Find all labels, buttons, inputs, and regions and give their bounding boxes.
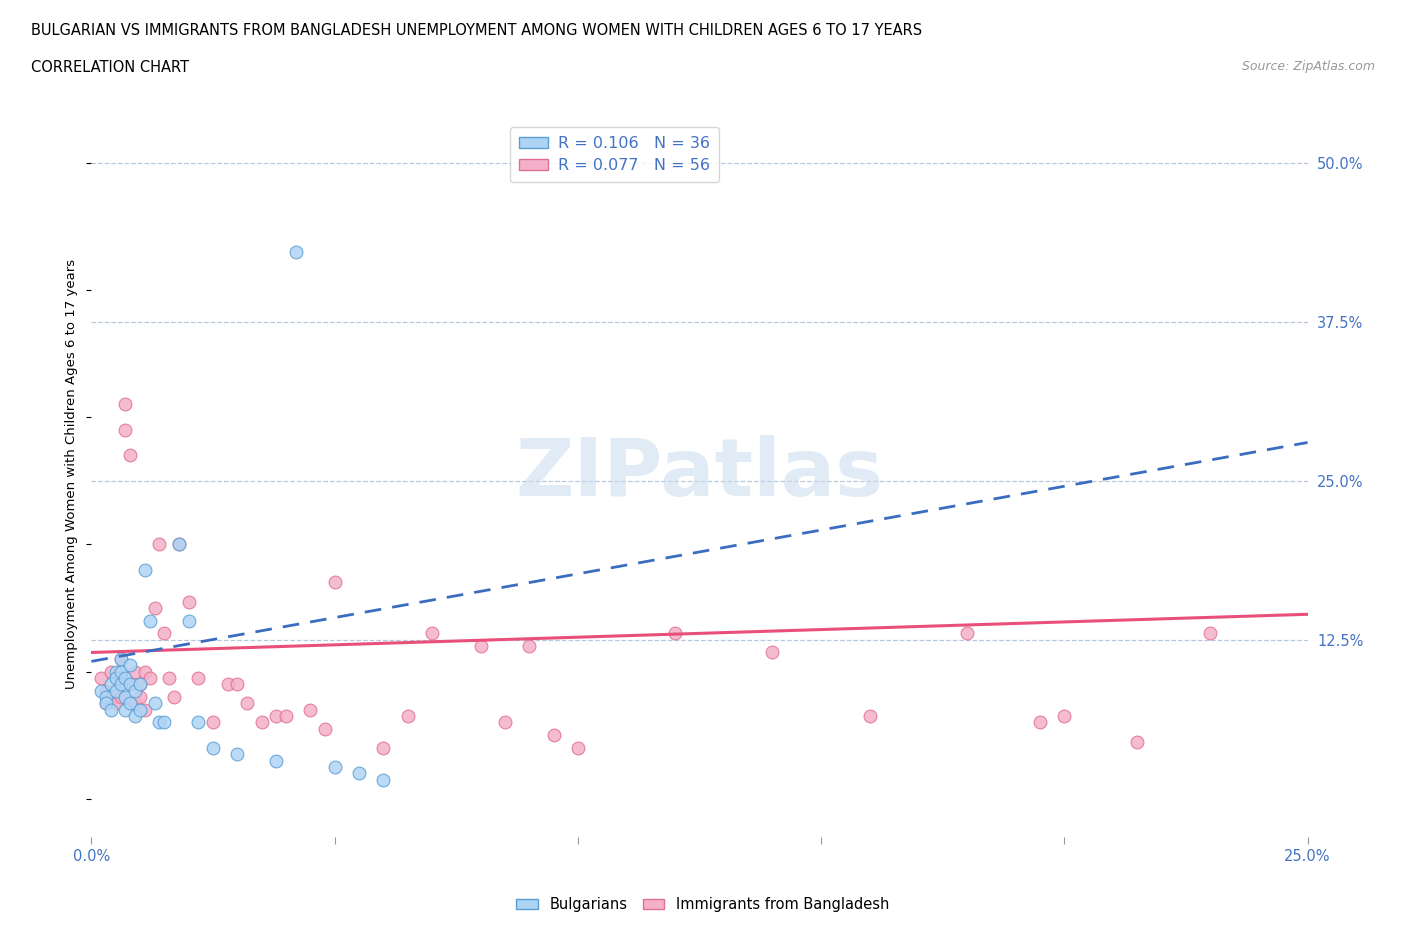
Legend: Bulgarians, Immigrants from Bangladesh: Bulgarians, Immigrants from Bangladesh	[510, 891, 896, 918]
Point	[129, 702, 152, 717]
Point	[157, 671, 180, 685]
Text: Source: ZipAtlas.com: Source: ZipAtlas.com	[1241, 60, 1375, 73]
Point	[100, 677, 122, 692]
Point	[202, 740, 225, 755]
Point	[94, 689, 117, 704]
Point	[1053, 709, 1076, 724]
Text: CORRELATION CHART: CORRELATION CHART	[31, 60, 188, 75]
Point	[94, 684, 117, 698]
Point	[104, 664, 127, 679]
Point	[94, 696, 117, 711]
Point	[104, 684, 127, 698]
Point	[148, 715, 170, 730]
Point	[236, 696, 259, 711]
Point	[134, 702, 156, 717]
Point	[470, 639, 492, 654]
Point	[110, 689, 132, 704]
Point	[956, 626, 979, 641]
Point	[1199, 626, 1222, 641]
Point	[124, 696, 146, 711]
Text: BULGARIAN VS IMMIGRANTS FROM BANGLADESH UNEMPLOYMENT AMONG WOMEN WITH CHILDREN A: BULGARIAN VS IMMIGRANTS FROM BANGLADESH …	[31, 23, 922, 38]
Point	[120, 658, 142, 672]
Point	[167, 537, 190, 551]
Point	[120, 696, 142, 711]
Point	[274, 709, 297, 724]
Point	[1029, 715, 1052, 730]
Point	[129, 677, 152, 692]
Point	[517, 639, 540, 654]
Point	[124, 664, 146, 679]
Point	[114, 702, 136, 717]
Point	[129, 689, 152, 704]
Point	[110, 671, 132, 685]
Point	[124, 709, 146, 724]
Point	[134, 664, 156, 679]
Point	[114, 671, 136, 685]
Point	[1126, 734, 1149, 749]
Point	[167, 537, 190, 551]
Point	[120, 677, 142, 692]
Point	[420, 626, 443, 641]
Point	[110, 651, 132, 666]
Point	[104, 696, 127, 711]
Point	[120, 447, 142, 462]
Point	[396, 709, 419, 724]
Point	[114, 422, 136, 437]
Point	[264, 753, 287, 768]
Point	[134, 563, 156, 578]
Point	[100, 689, 122, 704]
Point	[110, 651, 132, 666]
Point	[226, 677, 249, 692]
Point	[217, 677, 239, 692]
Point	[110, 677, 132, 692]
Point	[163, 689, 186, 704]
Point	[543, 728, 565, 743]
Point	[761, 645, 783, 660]
Point	[114, 397, 136, 412]
Point	[129, 677, 152, 692]
Point	[139, 671, 162, 685]
Point	[177, 594, 200, 609]
Point	[100, 664, 122, 679]
Point	[226, 747, 249, 762]
Point	[90, 671, 112, 685]
Point	[567, 740, 589, 755]
Point	[299, 702, 322, 717]
Point	[143, 601, 166, 616]
Point	[114, 689, 136, 704]
Point	[347, 766, 370, 781]
Point	[323, 760, 346, 775]
Point	[177, 613, 200, 628]
Point	[94, 696, 117, 711]
Point	[148, 537, 170, 551]
Point	[124, 684, 146, 698]
Point	[187, 671, 209, 685]
Point	[104, 684, 127, 698]
Point	[120, 677, 142, 692]
Y-axis label: Unemployment Among Women with Children Ages 6 to 17 years: Unemployment Among Women with Children A…	[65, 259, 79, 689]
Point	[250, 715, 273, 730]
Point	[139, 613, 162, 628]
Point	[323, 575, 346, 590]
Text: ZIPatlas: ZIPatlas	[516, 435, 883, 513]
Point	[373, 772, 395, 787]
Point	[202, 715, 225, 730]
Point	[373, 740, 395, 755]
Point	[100, 702, 122, 717]
Point	[264, 709, 287, 724]
Point	[153, 715, 176, 730]
Point	[153, 626, 176, 641]
Point	[104, 671, 127, 685]
Point	[859, 709, 882, 724]
Point	[110, 664, 132, 679]
Point	[104, 671, 127, 685]
Legend: R = 0.106   N = 36, R = 0.077   N = 56: R = 0.106 N = 36, R = 0.077 N = 56	[509, 126, 718, 182]
Point	[187, 715, 209, 730]
Point	[664, 626, 686, 641]
Point	[284, 245, 307, 259]
Point	[494, 715, 516, 730]
Point	[143, 696, 166, 711]
Point	[90, 684, 112, 698]
Point	[314, 722, 336, 737]
